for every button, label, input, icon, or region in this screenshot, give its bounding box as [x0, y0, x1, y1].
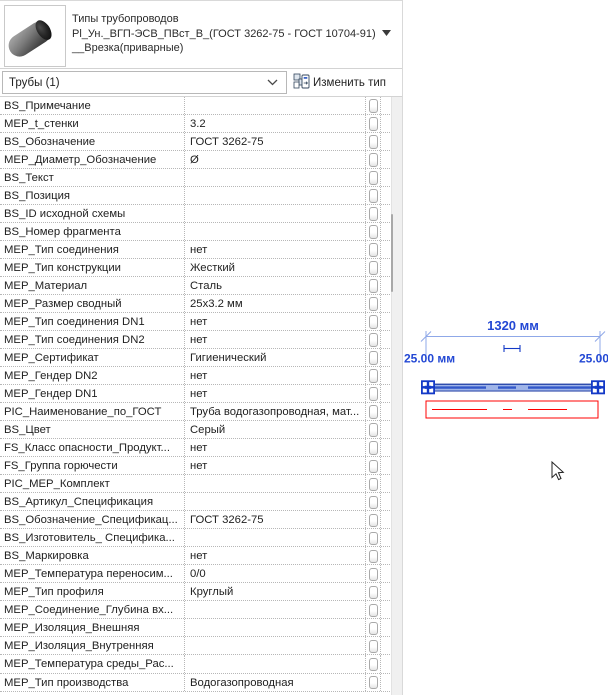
- svg-text:1320 мм: 1320 мм: [487, 318, 539, 333]
- svg-text:25.00 мм: 25.00 мм: [404, 352, 455, 366]
- svg-text:25.00 м: 25.00 м: [579, 352, 608, 366]
